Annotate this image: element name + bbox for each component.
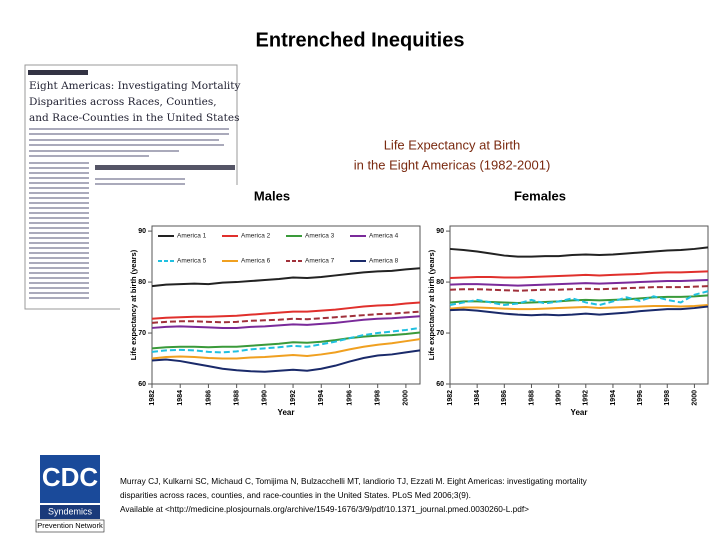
paper-title: Disparities across Races, Counties,: [29, 96, 217, 108]
x-tick-label: 1986: [205, 390, 212, 406]
series-line: [151, 338, 421, 360]
y-tick-label: 80: [138, 279, 146, 286]
x-tick-label: 1986: [501, 390, 508, 406]
logo-text: CDC: [42, 462, 99, 492]
x-tick-label: 1996: [346, 390, 353, 406]
x-tick-label: 1994: [610, 390, 617, 406]
paper-text: [29, 128, 235, 299]
legend-label: America 6: [241, 258, 271, 265]
x-tick-label: 1990: [262, 390, 269, 406]
x-tick-label: 2000: [691, 390, 698, 406]
y-tick-label: 70: [436, 330, 444, 337]
legend-label: America 5: [177, 258, 207, 265]
plot-frame: [151, 225, 421, 385]
y-tick-label: 90: [138, 228, 146, 235]
x-tick-label: 1988: [528, 390, 535, 406]
series-line: [151, 301, 421, 320]
y-tick-label: 70: [138, 330, 146, 337]
y-tick-label: 90: [436, 228, 444, 235]
cdc-logo: CDC Syndemics Prevention Network: [35, 455, 105, 533]
legend-label: America 3: [305, 233, 335, 240]
series-line: [151, 315, 421, 329]
series-line: [151, 331, 421, 350]
panel-title: Females: [514, 188, 566, 203]
logo-band: [40, 505, 100, 519]
series-line: [449, 279, 709, 287]
x-tick-label: 1984: [474, 390, 481, 406]
x-tick-label: 1990: [555, 390, 562, 406]
y-axis-label: Life expectancy at birth (years): [129, 249, 138, 360]
x-tick-label: 1996: [637, 390, 644, 406]
logo-line: Syndemics: [48, 506, 93, 516]
series-line: [449, 270, 709, 279]
y-axis-label: Life expectancy at birth (years): [427, 249, 436, 360]
series-line: [151, 326, 421, 354]
panel-title: Males: [254, 188, 290, 203]
citation: Available at <http://medicine.plosjourna…: [120, 504, 529, 514]
x-axis-label: Year: [278, 408, 295, 417]
y-tick-label: 80: [436, 279, 444, 286]
y-tick-label: 60: [436, 381, 444, 388]
x-tick-label: 1998: [664, 390, 671, 406]
logo-line: Prevention Network: [37, 521, 103, 530]
plots: Males 60 70 80 90 1982 1984 1986 1988 1990 1992 199…: [129, 188, 709, 417]
legend-label: America 2: [241, 233, 271, 240]
figure-background: [120, 185, 710, 427]
citation: disparities across races, counties, and …: [120, 490, 471, 500]
series-line: [449, 304, 709, 311]
paper-title: and Race-Counties in the United States: [29, 112, 239, 124]
series-line: [151, 267, 421, 288]
x-tick-label: 1998: [375, 390, 382, 406]
x-tick-label: 1992: [290, 390, 297, 406]
series-line: [449, 305, 709, 317]
figure-title: Life Expectancy at Birth: [384, 137, 521, 152]
x-axis-label: Year: [571, 408, 588, 417]
series-line: [151, 349, 421, 373]
x-tick-label: 2000: [403, 390, 410, 406]
legend-label: America 8: [369, 258, 399, 265]
paper-header: [28, 70, 88, 75]
paper-title: Eight Americas: Investigating Mortality: [29, 80, 241, 92]
x-tick-label: 1984: [177, 390, 184, 406]
y-tick-label: 60: [138, 381, 146, 388]
citation: Murray CJ, Kulkarni SC, Michaud C, Tomij…: [120, 476, 588, 486]
legend-label: America 7: [305, 258, 335, 265]
series-line: [449, 285, 709, 292]
x-tick-label: 1982: [149, 390, 156, 406]
slide-title: Entrenched Inequities: [256, 29, 465, 51]
legend-label: America 4: [369, 233, 399, 240]
x-tick-label: 1988: [233, 390, 240, 406]
logo-frame: [35, 519, 105, 533]
series-line: [449, 246, 709, 258]
x-tick-label: 1994: [318, 390, 325, 406]
legend-label: America 1: [177, 233, 207, 240]
x-tick-label: 1992: [583, 390, 590, 406]
x-tick-label: 1982: [447, 390, 454, 406]
figure-title: in the Eight Americas (1982-2001): [354, 157, 551, 172]
logo-box: [40, 455, 100, 503]
series-line: [449, 290, 709, 307]
